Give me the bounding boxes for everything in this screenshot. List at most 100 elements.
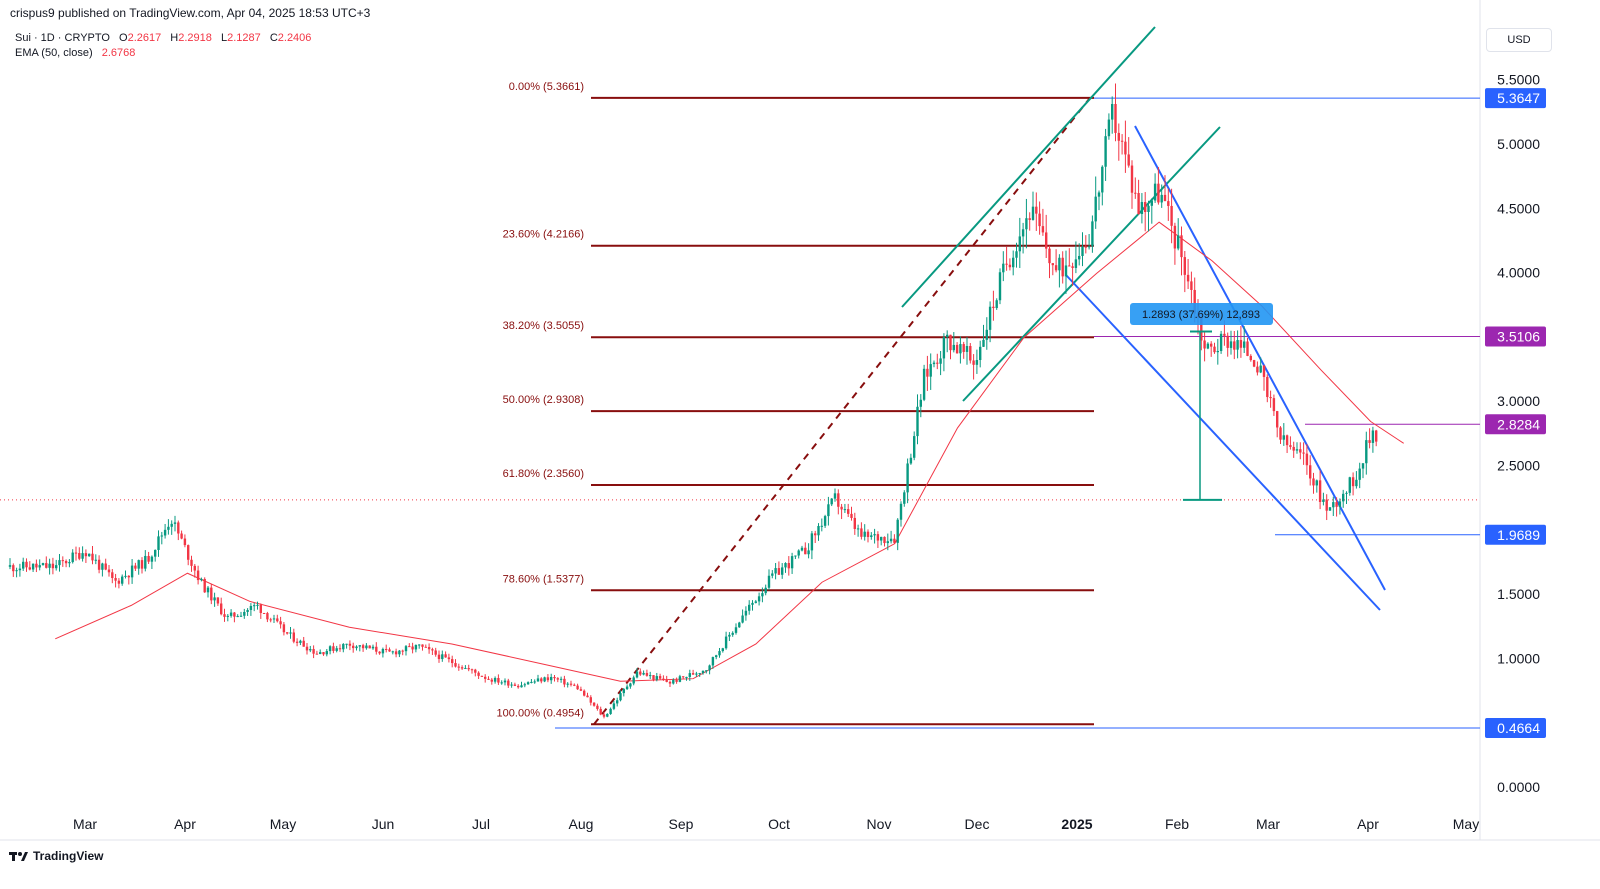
candle-body (493, 677, 497, 682)
candle-body (635, 671, 639, 678)
candle-body (959, 344, 962, 354)
candle-body (913, 436, 916, 458)
symbol-name[interactable]: Sui · 1D · CRYPTO (15, 32, 110, 44)
candle-body (1351, 477, 1355, 487)
candle-body (1229, 341, 1233, 348)
candle-body (870, 535, 873, 537)
candle-body (187, 545, 190, 560)
candle-body (1002, 263, 1005, 273)
candle-body (421, 644, 424, 647)
y-tick-label: 0.0000 (1497, 779, 1540, 795)
candle-body (1094, 196, 1097, 222)
candle-body (1064, 265, 1068, 277)
candle-body (748, 604, 751, 611)
candle-body (474, 669, 477, 673)
candle-body (731, 632, 734, 635)
candle-body (847, 509, 850, 514)
candle-body (856, 528, 860, 530)
candle-body (190, 559, 193, 566)
fib-level-label: 100.00% (0.4954) (497, 707, 584, 719)
x-tick-label: May (1453, 816, 1479, 832)
candle-body (94, 559, 97, 561)
candle-body (652, 675, 655, 680)
candle-body (1021, 229, 1025, 237)
candle-body (926, 368, 929, 377)
candle-body (140, 560, 144, 569)
candle-body (632, 677, 635, 684)
ema-line (55, 221, 1404, 682)
candle-body (619, 693, 622, 701)
candle-body (1318, 480, 1322, 502)
y-tick-label: 5.0000 (1497, 136, 1540, 152)
candle-body (955, 344, 959, 354)
candle-body (487, 678, 490, 680)
candle-body (408, 646, 411, 648)
candle-body (312, 649, 315, 654)
candle-body (328, 646, 332, 652)
candle-body (1269, 397, 1272, 399)
candle-body (441, 654, 444, 660)
candle-body (1272, 398, 1276, 412)
candle-body (418, 644, 421, 646)
candle-body (757, 596, 761, 602)
x-tick-label: Aug (569, 816, 594, 832)
candle-body (64, 561, 68, 564)
x-tick-label: Apr (174, 816, 196, 832)
candle-body (434, 650, 437, 655)
candle-body (1342, 493, 1345, 502)
candle-body (616, 700, 619, 704)
candle-body (503, 680, 507, 683)
candle-body (223, 614, 226, 617)
candle-body (540, 678, 543, 682)
candle-body (1325, 499, 1328, 511)
candle-body (196, 570, 200, 581)
candle-body (1167, 201, 1170, 206)
ohlc-low-value: 2.1287 (227, 32, 261, 44)
candle-body (91, 553, 94, 561)
wedge-upper-line (1134, 125, 1386, 591)
candle-body (1203, 340, 1206, 349)
price-tag-label: 1.9689 (1497, 527, 1540, 543)
candle-body (147, 555, 150, 562)
price-tag (1485, 326, 1546, 347)
candle-body (319, 652, 322, 655)
candle-body (55, 565, 58, 569)
candle-body (777, 568, 781, 575)
y-tick-label: 1.0000 (1497, 650, 1540, 666)
candle-body (335, 648, 338, 651)
ema-label[interactable]: EMA (50, close) (15, 47, 93, 59)
candle-body (325, 651, 328, 655)
candle-body (355, 646, 358, 649)
fib-level-label: 61.80% (2.3560) (503, 468, 584, 480)
candle-body (127, 575, 130, 578)
candle-body (124, 575, 127, 577)
candle-body (130, 565, 134, 578)
candle-body (771, 573, 774, 576)
candle-body (820, 525, 823, 527)
candle-body (672, 679, 675, 684)
fib-level-label: 50.00% (2.9308) (503, 394, 584, 406)
currency-button[interactable]: USD (1486, 28, 1552, 52)
candle-body (51, 563, 55, 569)
candle-body (1338, 501, 1342, 507)
ema-row: EMA (50, close) 2.6768 (15, 46, 317, 61)
candle-body (576, 685, 579, 690)
candle-body (338, 648, 342, 650)
candle-body (784, 563, 787, 568)
candle-body (876, 534, 880, 541)
y-tick-label: 1.5000 (1497, 586, 1540, 602)
candle-body (1091, 221, 1094, 247)
candle-body (1259, 365, 1262, 373)
price-tag (1485, 414, 1546, 435)
fib-level-label: 23.60% (4.2166) (503, 229, 584, 241)
candle-body (157, 536, 160, 550)
candle-body (348, 643, 352, 646)
candle-body (295, 641, 299, 643)
candle-body (15, 570, 18, 572)
x-tick-label: Apr (1357, 816, 1379, 832)
candle-body (269, 619, 272, 621)
candle-body (8, 565, 12, 567)
candle-body (592, 702, 596, 706)
candle-body (18, 568, 22, 571)
